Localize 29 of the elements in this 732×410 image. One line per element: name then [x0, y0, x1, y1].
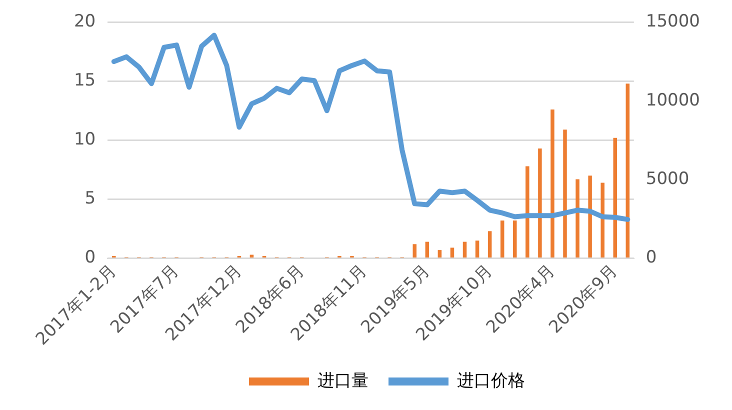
- bar: [425, 242, 430, 258]
- bar: [500, 220, 504, 258]
- bar: [626, 84, 630, 258]
- bar: [588, 176, 592, 258]
- y2-tick-label: 10000: [646, 90, 700, 110]
- bar: [550, 110, 554, 258]
- bar: [412, 244, 417, 258]
- bar: [526, 166, 530, 258]
- legend-label: 进口价格: [457, 370, 525, 391]
- bar: [462, 242, 467, 258]
- y2-tick-label: 15000: [646, 12, 700, 32]
- y2-tick-label: 5000: [646, 169, 690, 190]
- bar: [563, 130, 567, 258]
- bar: [600, 182, 604, 258]
- y2-tick-label: 0: [646, 248, 657, 268]
- bar: [488, 231, 492, 258]
- y-tick-label: 20: [74, 12, 96, 32]
- bar: [450, 248, 454, 258]
- bar: [475, 240, 480, 258]
- y-tick-label: 10: [74, 130, 96, 150]
- bar: [576, 179, 580, 258]
- bar: [613, 138, 618, 258]
- y-tick-label: 0: [84, 248, 96, 268]
- bar: [438, 250, 442, 258]
- legend-label: 进口量: [318, 370, 368, 391]
- bar: [513, 220, 517, 258]
- bar: [538, 148, 542, 258]
- y-tick-label: 15: [74, 70, 96, 91]
- y-tick-label: 5: [84, 188, 96, 209]
